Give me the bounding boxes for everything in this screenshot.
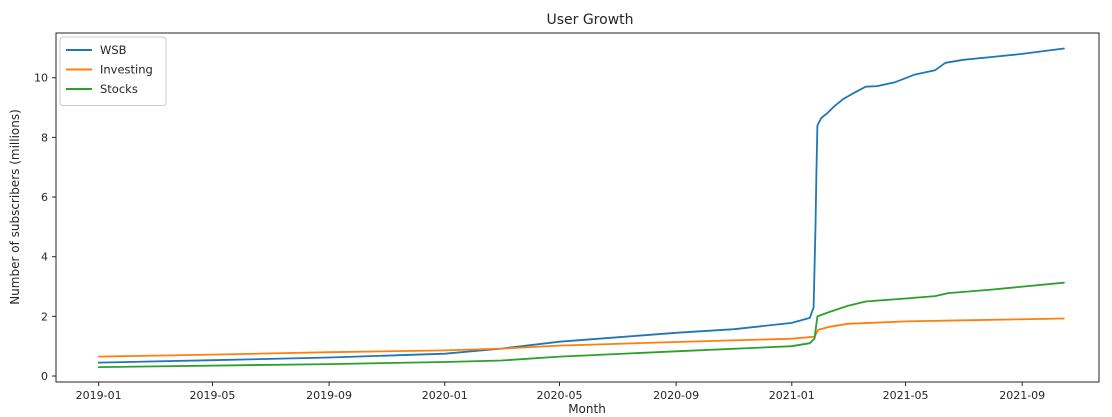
series-line-stocks — [97, 281, 1065, 369]
x-tick-label: 2021-05 — [883, 389, 929, 402]
legend-label-investing: Investing — [100, 63, 153, 77]
legend-label-stocks: Stocks — [100, 82, 138, 96]
y-tick-label: 8 — [41, 131, 48, 144]
y-tick-label: 6 — [41, 191, 48, 204]
x-axis: 2019-01 2019-05 2019-09 2020-01 2020-05 2020-… — [76, 382, 1045, 402]
series-line-wsb — [97, 47, 1065, 364]
x-tick-label: 2021-01 — [769, 389, 815, 402]
plot-frame — [55, 32, 1100, 383]
series-line-investing — [97, 317, 1065, 358]
y-tick-label: 0 — [41, 370, 48, 383]
x-tick-label: 2020-05 — [537, 389, 583, 402]
x-tick-label: 2019-01 — [76, 389, 122, 402]
legend-label-wsb: WSB — [100, 43, 127, 57]
y-tick-label: 10 — [34, 72, 48, 85]
x-tick-label: 2020-09 — [653, 389, 699, 402]
y-axis: 0 2 4 6 8 10 — [34, 72, 56, 383]
series-lines — [97, 47, 1065, 369]
legend: WSB Investing Stocks — [59, 36, 167, 106]
x-axis-label: Month — [568, 402, 606, 416]
y-tick-label: 4 — [41, 251, 48, 264]
x-tick-label: 2019-05 — [189, 389, 235, 402]
x-tick-label: 2021-09 — [999, 389, 1045, 402]
x-tick-label: 2020-01 — [422, 389, 468, 402]
x-tick-label: 2019-09 — [306, 389, 352, 402]
y-tick-label: 2 — [41, 310, 48, 323]
y-axis-label: Number of subscribers (millions) — [8, 109, 22, 305]
chart-title: User Growth — [546, 12, 633, 28]
